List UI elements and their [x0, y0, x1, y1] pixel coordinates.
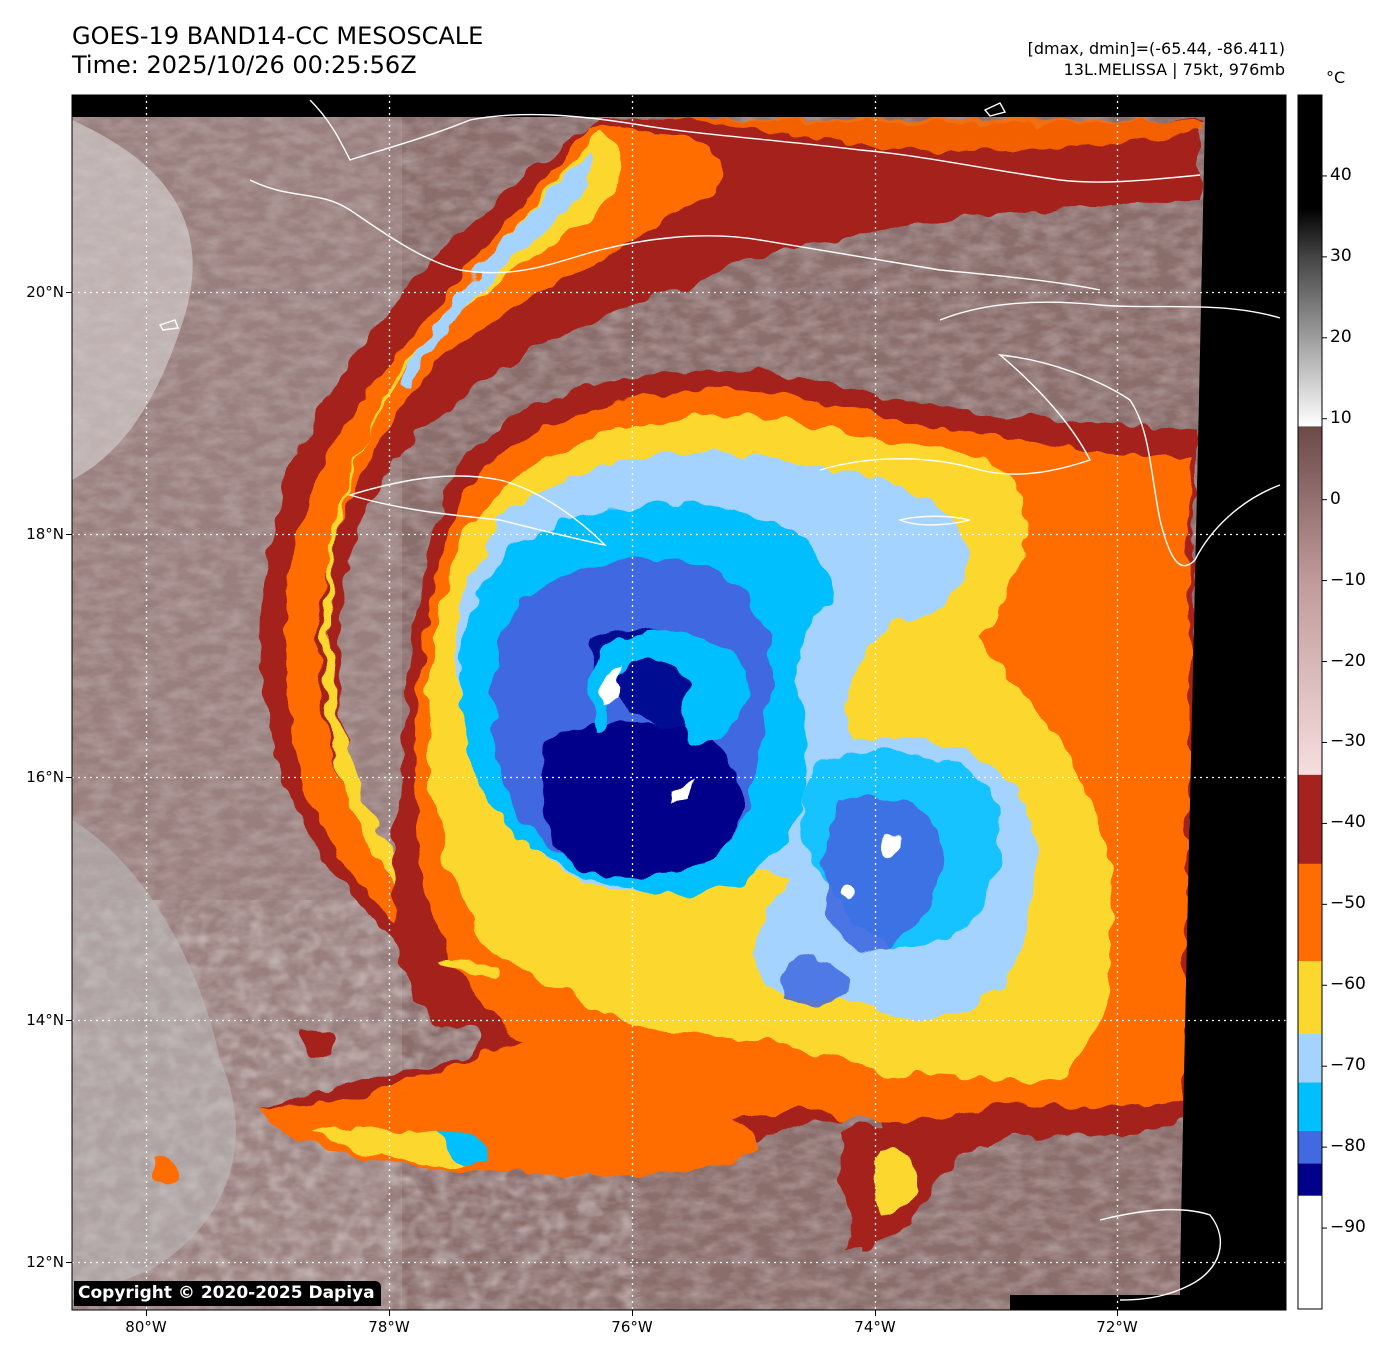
colorbar-tick-label: 0: [1330, 488, 1341, 509]
graticule: [72, 95, 1286, 1310]
colorbar: [1297, 94, 1327, 1310]
south-band-cyan: [440, 1133, 491, 1163]
spiral-tail: [440, 958, 500, 980]
cuba-coast-north: [309, 99, 1201, 183]
no-data-east: [1180, 95, 1286, 1310]
colorbar-segment-3: [1298, 1082, 1322, 1131]
outer-band-lightblue: [400, 150, 592, 390]
overshoot-top-2: [670, 778, 695, 803]
island-b: [158, 319, 179, 331]
lat-label-12n: 12°N: [26, 1253, 64, 1271]
hispaniola-island: [897, 515, 971, 526]
colorbar-tick-label: 10: [1330, 407, 1352, 428]
overshoot-top-1: [602, 665, 620, 702]
chart-title: GOES-19 BAND14-CC MESOSCALE Time: 2025/1…: [72, 22, 483, 80]
colorbar-tick-label: −80: [1330, 1136, 1366, 1157]
lat-label-14n: 14°N: [26, 1011, 64, 1029]
s-royalblue-cell: [778, 956, 850, 1007]
overshoot-top-3: [880, 835, 900, 855]
lon-label-72w: 72°W: [1096, 1318, 1138, 1336]
colorbar-segment-1: [1298, 1163, 1322, 1196]
dmax-dmin-text: [dmax, dmin]=(-65.44, -86.411): [1027, 39, 1285, 58]
no-data-south: [1010, 1295, 1286, 1310]
convection-layers: [150, 118, 1205, 1250]
lat-label-20n: 20°N: [26, 283, 64, 301]
colorbar-segment-4: [1298, 1033, 1322, 1083]
north-orange: [660, 118, 1205, 151]
lon-label-80w: 80°W: [125, 1318, 167, 1336]
axis-ticks: [66, 292, 1118, 1316]
southeast-band-yellow: [874, 1149, 921, 1217]
southwest-cloud: [72, 820, 236, 1300]
title-line-1: GOES-19 BAND14-CC MESOSCALE: [72, 22, 484, 50]
colorbar-tick-label: −20: [1330, 650, 1366, 671]
colorbar-tick-label: −10: [1330, 569, 1366, 590]
colorbar-tick-label: −90: [1330, 1217, 1366, 1238]
isolated-cell-2: [150, 1158, 181, 1183]
lat-label-18n: 18°N: [26, 525, 64, 543]
jamaica-coast: [347, 475, 608, 547]
eye-swirl: [588, 631, 749, 745]
no-data-north: [72, 95, 1286, 117]
colorbar-tick-label: −50: [1330, 893, 1366, 914]
lon-label-74w: 74°W: [854, 1318, 896, 1336]
lon-label-78w: 78°W: [368, 1318, 410, 1336]
colorbar-segment-6: [1298, 863, 1322, 961]
bahamas-coast: [939, 301, 1281, 321]
overshoot-top-4: [839, 886, 853, 900]
colorbar-segments: [1298, 774, 1322, 1309]
title-line-2: Time: 2025/10/26 00:25:56Z: [72, 51, 417, 79]
core-darkblue: [540, 721, 743, 879]
lon-label-76w: 76°W: [611, 1318, 653, 1336]
colorbar-tick-label: −30: [1330, 731, 1366, 752]
coastlines: [158, 99, 1281, 1301]
colorbar-unit: °C: [1326, 68, 1346, 87]
storm-id-text: 13L.MELISSA | 75kt, 976mb: [1063, 60, 1285, 79]
colorbar-segment-7: [1298, 774, 1322, 864]
isolated-cell: [299, 1029, 333, 1057]
hispaniola-coast: [819, 354, 1281, 567]
colorbar-tick-label: −60: [1330, 974, 1366, 995]
west-cloud: [72, 120, 193, 480]
colorbar-tick-label: 20: [1330, 326, 1352, 347]
colorbar-tick-label: −40: [1330, 812, 1366, 833]
storm-info: [dmax, dmin]=(-65.44, -86.411) 13L.MELIS…: [1028, 38, 1285, 80]
map-frame: [71, 94, 1287, 1311]
colorbar-segment-5: [1298, 960, 1322, 1034]
colorbar-tick-label: 40: [1330, 164, 1352, 185]
outer-band-orange: [284, 125, 724, 978]
imagery-layer: [72, 95, 1286, 1310]
colorbar-tick-label: 30: [1330, 245, 1352, 266]
island-a: [983, 102, 1007, 117]
colorbar-segment-0: [1298, 1195, 1322, 1309]
se-royalblue-cell: [824, 796, 943, 951]
lat-label-16n: 16°N: [26, 768, 64, 786]
cuba-coast-south: [249, 179, 1101, 291]
copyright-label: Copyright © 2020-2025 Dapiya: [74, 1281, 381, 1306]
colorbar-tick-label: −70: [1330, 1055, 1366, 1076]
outer-band-red: [261, 118, 1200, 985]
colorbar-frame: [1297, 94, 1323, 1310]
colorbar-segment-2: [1298, 1130, 1322, 1164]
colorbar-tickmarks: [1322, 175, 1327, 1229]
venezuela-coast: [1099, 1208, 1221, 1301]
